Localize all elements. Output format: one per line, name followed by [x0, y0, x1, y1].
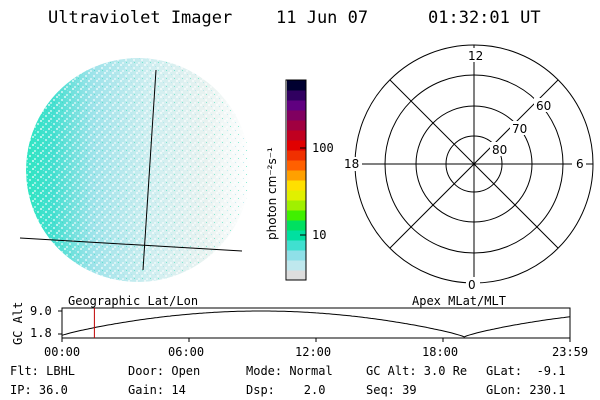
- dsp-readout: Dsp: 2.0: [246, 383, 326, 397]
- polar-label-18: 18: [344, 157, 359, 171]
- polar-lat-70: 70: [512, 122, 527, 136]
- gain-readout: Gain: 14: [128, 383, 186, 397]
- ip-readout: IP: 36.0: [10, 383, 68, 397]
- glon-readout: GLon: 230.1: [486, 383, 566, 397]
- apex-mlat-title: Apex MLat/MLT: [412, 294, 506, 308]
- colorbar-band: [287, 120, 306, 131]
- colorbar-band: [287, 180, 306, 191]
- colorbar-band: [287, 170, 306, 181]
- colorbar-band: [287, 210, 306, 221]
- flt-readout: Flt: LBHL: [10, 364, 76, 378]
- x-tick-0000: 00:00: [44, 345, 81, 359]
- seq-readout: Seq: 39: [366, 383, 417, 397]
- colorbar-band: [287, 190, 306, 201]
- earth-disk: [26, 58, 250, 282]
- colorbar-band: [287, 250, 306, 261]
- altitude-curve: [61, 310, 571, 338]
- mode-readout: Mode: Normal: [246, 364, 333, 378]
- polar-lat-60: 60: [536, 99, 551, 113]
- time-label: 01:32:01 UT: [428, 8, 541, 28]
- x-tick-2359: 23:59: [552, 345, 589, 359]
- door-readout: Door: Open: [128, 364, 201, 378]
- colorbar-band: [287, 230, 306, 241]
- geo-latlon-title: Geographic Lat/Lon: [68, 294, 199, 308]
- x-tick-1800: 18:00: [422, 345, 459, 359]
- colorbar-band: [287, 240, 306, 251]
- x-tick-1200: 12:00: [295, 345, 332, 359]
- polar-label-0: 0: [468, 278, 476, 292]
- colorbar-band: [287, 260, 306, 271]
- glat-readout: GLat: -9.1: [486, 364, 566, 378]
- polar-label-6: 6: [576, 157, 584, 171]
- meridian-line: [142, 69, 157, 271]
- colorbar-band: [287, 150, 306, 161]
- instrument-title: Ultraviolet Imager: [48, 8, 233, 28]
- colorbar-band: [287, 200, 306, 211]
- colorbar-tick-10: 10: [312, 228, 327, 242]
- colorbar-band: [287, 140, 306, 151]
- date-label: 11 Jun 07: [276, 8, 369, 28]
- colorbar-band: [287, 80, 306, 91]
- polar-label-12: 12: [468, 49, 483, 63]
- y-tick-9: 9.0: [30, 304, 52, 318]
- colorbar-band: [287, 110, 306, 121]
- y-tick-1-8: 1.8: [30, 326, 52, 340]
- colorbar-band: [287, 220, 306, 231]
- colorbar-band: [287, 270, 306, 281]
- gc-alt-readout: GC Alt: 3.0 Re: [366, 364, 468, 378]
- colorbar-tick-100: 100: [312, 141, 334, 155]
- colorbar-band: [287, 90, 306, 101]
- colorbar-band: [287, 160, 306, 171]
- polar-lat-80: 80: [492, 143, 507, 157]
- x-tick-0600: 06:00: [168, 345, 205, 359]
- parallel-line: [19, 237, 243, 252]
- colorbar-band: [287, 100, 306, 111]
- colorbar-band: [287, 130, 306, 141]
